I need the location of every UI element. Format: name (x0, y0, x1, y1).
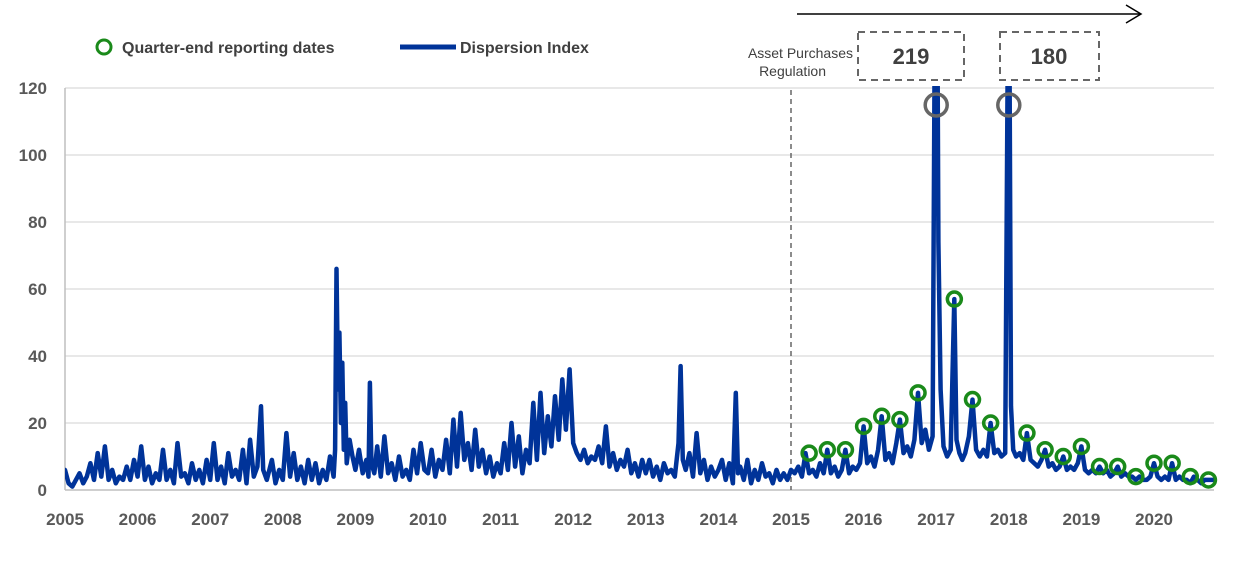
quarter-end-marker (1199, 471, 1218, 489)
x-tick-label: 2015 (772, 510, 810, 529)
clipped-peak-markers (923, 92, 1022, 118)
y-tick-label: 100 (19, 146, 47, 165)
x-tick-label: 2012 (554, 510, 592, 529)
arrow-icon (797, 4, 1143, 24)
y-tick-label: 20 (28, 414, 47, 433)
y-tick-label: 60 (28, 280, 47, 299)
x-tick-label: 2006 (119, 510, 157, 529)
y-tick-label: 120 (19, 79, 47, 98)
x-tick-label: 2011 (482, 510, 519, 529)
x-tick-label: 2010 (409, 510, 447, 529)
annotation-line-2: Regulation (759, 63, 826, 79)
callout-219: 219 (857, 31, 965, 81)
x-tick-label: 2005 (46, 510, 84, 529)
quarter-end-marker (1181, 467, 1200, 486)
x-tick-label: 2016 (845, 510, 883, 529)
callout-180: 180 (999, 31, 1100, 81)
quarter-end-marker (981, 414, 1000, 432)
x-tick-label: 2013 (627, 510, 665, 529)
series-quarter-end-markers (800, 290, 1218, 489)
x-axis-ticks: 2005 2006 2007 2008 2009 2010 2011 2012 2013 2014… (46, 510, 1173, 529)
quarter-end-marker (1036, 441, 1054, 459)
quarter-end-marker (1054, 447, 1072, 466)
x-tick-label: 2007 (191, 510, 229, 529)
quarter-end-marker (909, 384, 927, 402)
x-tick-label: 2014 (699, 510, 737, 529)
legend-label-dispersion-index: Dispersion Index (460, 40, 589, 57)
legend-marker-icon (95, 38, 113, 56)
quarter-end-marker (891, 410, 909, 429)
dispersion-index-line (65, 86, 1214, 489)
callout-label-180: 180 (1031, 44, 1068, 69)
quarter-end-marker (963, 390, 982, 409)
x-tick-label: 2020 (1135, 510, 1173, 529)
clipped-peak-marker (996, 92, 1022, 118)
x-tick-label: 2017 (917, 510, 955, 529)
callout-label-219: 219 (893, 44, 930, 69)
y-axis-ticks: 0 20 40 60 80 100 120 (19, 79, 47, 500)
gridlines (65, 87, 1214, 424)
y-tick-label: 40 (28, 347, 47, 366)
quarter-end-marker (836, 441, 855, 459)
x-tick-label: 2008 (264, 510, 302, 529)
annotation-line-1: Asset Purchases (748, 45, 853, 61)
legend: Quarter-end reporting dates Dispersion I… (95, 38, 589, 57)
y-tick-label: 80 (28, 213, 47, 232)
quarter-end-marker (1108, 457, 1127, 476)
quarter-end-marker (1127, 467, 1145, 486)
quarter-end-marker (818, 441, 837, 459)
x-tick-label: 2019 (1062, 510, 1100, 529)
quarter-end-marker (1018, 424, 1036, 442)
quarter-end-marker (945, 290, 964, 308)
quarter-end-marker (873, 407, 891, 426)
quarter-end-marker (1090, 457, 1109, 476)
clipped-peak-marker (923, 92, 949, 118)
x-tick-label: 2009 (336, 510, 374, 529)
quarter-end-marker (1163, 454, 1181, 472)
x-tick-label: 2018 (990, 510, 1028, 529)
quarter-end-marker (854, 417, 873, 436)
y-tick-label: 0 (38, 481, 47, 500)
quarter-end-marker (1072, 437, 1091, 456)
series-dispersion-index (65, 86, 1214, 489)
quarter-end-marker (800, 444, 818, 462)
legend-label-quarter-end: Quarter-end reporting dates (122, 40, 335, 57)
quarter-end-marker (1145, 454, 1163, 472)
plot-area (65, 86, 1218, 489)
